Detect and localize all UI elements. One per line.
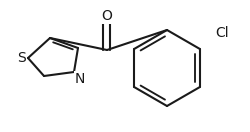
Text: O: O: [101, 9, 112, 23]
Text: S: S: [18, 51, 26, 65]
Text: N: N: [74, 72, 85, 86]
Text: Cl: Cl: [214, 26, 228, 40]
